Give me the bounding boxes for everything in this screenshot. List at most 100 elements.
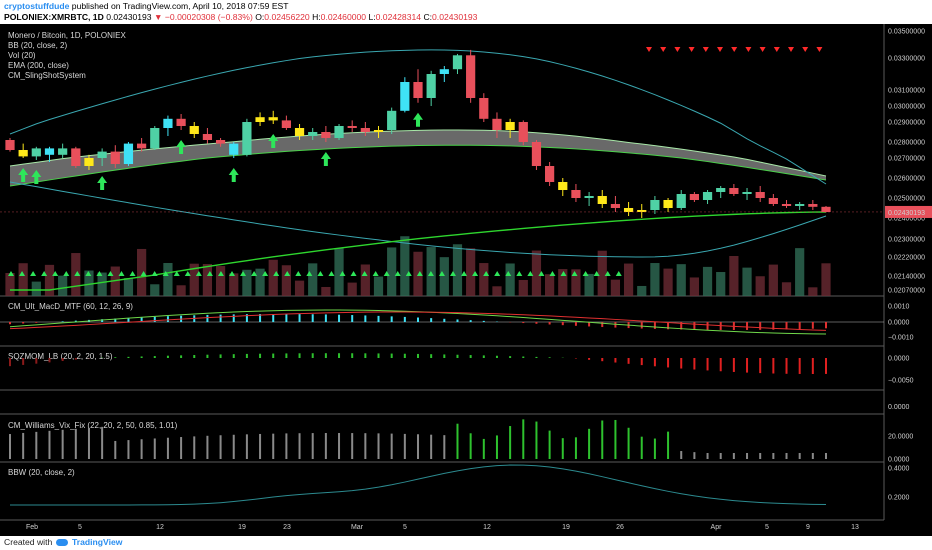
sqzmom-bar [351,353,354,358]
macd-bar [588,322,591,327]
candle-body [176,118,186,126]
vixfix-bar [272,433,275,459]
candle-body [637,210,647,212]
sqzmom-bar [9,358,11,367]
volume-bar [505,263,515,296]
macd-bar [166,316,169,322]
candle-body [97,151,107,158]
vixfix-bar [719,453,722,459]
volume-bar [466,248,476,296]
vixfix-bar [548,430,551,459]
volume-bar [808,287,818,296]
symbol-label: POLONIEX:XMRBTC, 1D [4,12,104,22]
vixfix-bar [732,453,735,459]
volume-bar [452,244,463,296]
volume-bar [663,268,673,296]
trend-triangle-icon [604,271,611,276]
candle-body [676,194,686,208]
signal-up-arrow-icon [18,168,29,182]
price-tick-label: 0.02900000 [888,120,925,127]
volume-bar [84,270,94,296]
vixfix-bar [377,433,380,459]
vixfix-bar [482,438,485,459]
price-tick-label: 0.02800000 [888,140,925,147]
candle-body [268,117,278,121]
vixfix-bar [101,426,104,459]
macd-bar [785,322,788,330]
sqzmom-bar [22,358,25,365]
trend-triangle-icon [438,271,445,276]
down-triangle-icon [688,47,695,52]
vixfix-bar [535,421,538,459]
candle-body [716,188,726,192]
vixfix-bar [561,438,564,459]
sqzmom-bar [311,353,314,358]
vixfix-bar [403,433,406,459]
trend-triangle-icon [284,271,291,276]
candle-body [571,190,581,198]
bbw-legend: BBW (20, close, 2) [8,468,75,477]
candle-body [18,150,28,157]
vixfix-bar [324,433,327,459]
sqzmom-bar [443,354,446,358]
trend-triangle-icon [361,271,368,276]
trend-triangle-icon [217,271,224,276]
vixfix-bar [588,428,591,459]
vixfix-bar [298,433,301,459]
sqzmom-bar [114,357,117,358]
volume-bar [137,248,147,296]
author-link[interactable]: cryptostuffdude [4,1,70,11]
volume-bar [637,285,647,296]
macd-bar [22,322,25,324]
tradingview-logo[interactable]: TradingView [72,537,123,547]
macd-bar [272,314,275,322]
candle-body [518,122,528,142]
vixfix-legend: CM_Williams_Vix_Fix (22, 20, 2, 50, 0.85… [8,421,178,430]
candle-body [597,196,607,204]
volume-bar [702,266,713,296]
bbw-tick-label: 0.2000 [888,495,910,502]
down-triangle-icon [702,47,709,52]
macd-bar [232,314,235,322]
down-triangle-icon [788,47,794,52]
signal-up-arrow-icon [413,112,423,127]
legend-entry: BB (20, close, 2) [8,41,67,50]
x-tick-label: Feb [26,524,38,531]
down-triangle-icon [674,47,681,52]
vixfix-bar [456,423,459,459]
chart-area[interactable]: 0.03500000 0.03300000 0.03100000 0.03000000… [0,24,932,536]
candle-body [768,198,778,204]
candle-body [795,204,805,206]
volume-bar [308,263,318,296]
volume-bar [360,264,370,296]
volume-bar [202,264,213,296]
sqzmom-bar [548,357,551,358]
trend-triangle-icon [251,271,258,276]
vixfix-bar [285,433,288,459]
candle-body [558,182,568,190]
vixfix-bar [48,430,51,459]
trend-triangle-icon [571,271,578,276]
volume-bar [58,275,68,296]
volume-bar [229,273,239,296]
candle-body [5,140,15,150]
sqzmom-bar [535,356,538,358]
trend-triangle-icon [195,271,202,276]
sqzmom-bar [627,358,630,364]
trend-triangle-icon [273,271,280,276]
trend-triangle-icon [41,271,48,276]
trend-triangle-icon [450,271,456,276]
macd-bar [153,316,156,322]
volume-bar [558,269,568,296]
macd-bar [259,314,262,322]
created-with-text: Created with [4,537,53,547]
volume-bar [729,255,739,296]
volume-bar [781,282,792,296]
vixfix-tick-label: 0.0000 [888,457,910,464]
trend-triangle-icon [96,271,103,276]
volume-bar [189,263,199,296]
bbw-tick-label: 0.4000 [888,466,910,473]
macd-bar [324,314,327,322]
volume-bar [492,286,502,296]
vixfix-bar [495,435,498,459]
